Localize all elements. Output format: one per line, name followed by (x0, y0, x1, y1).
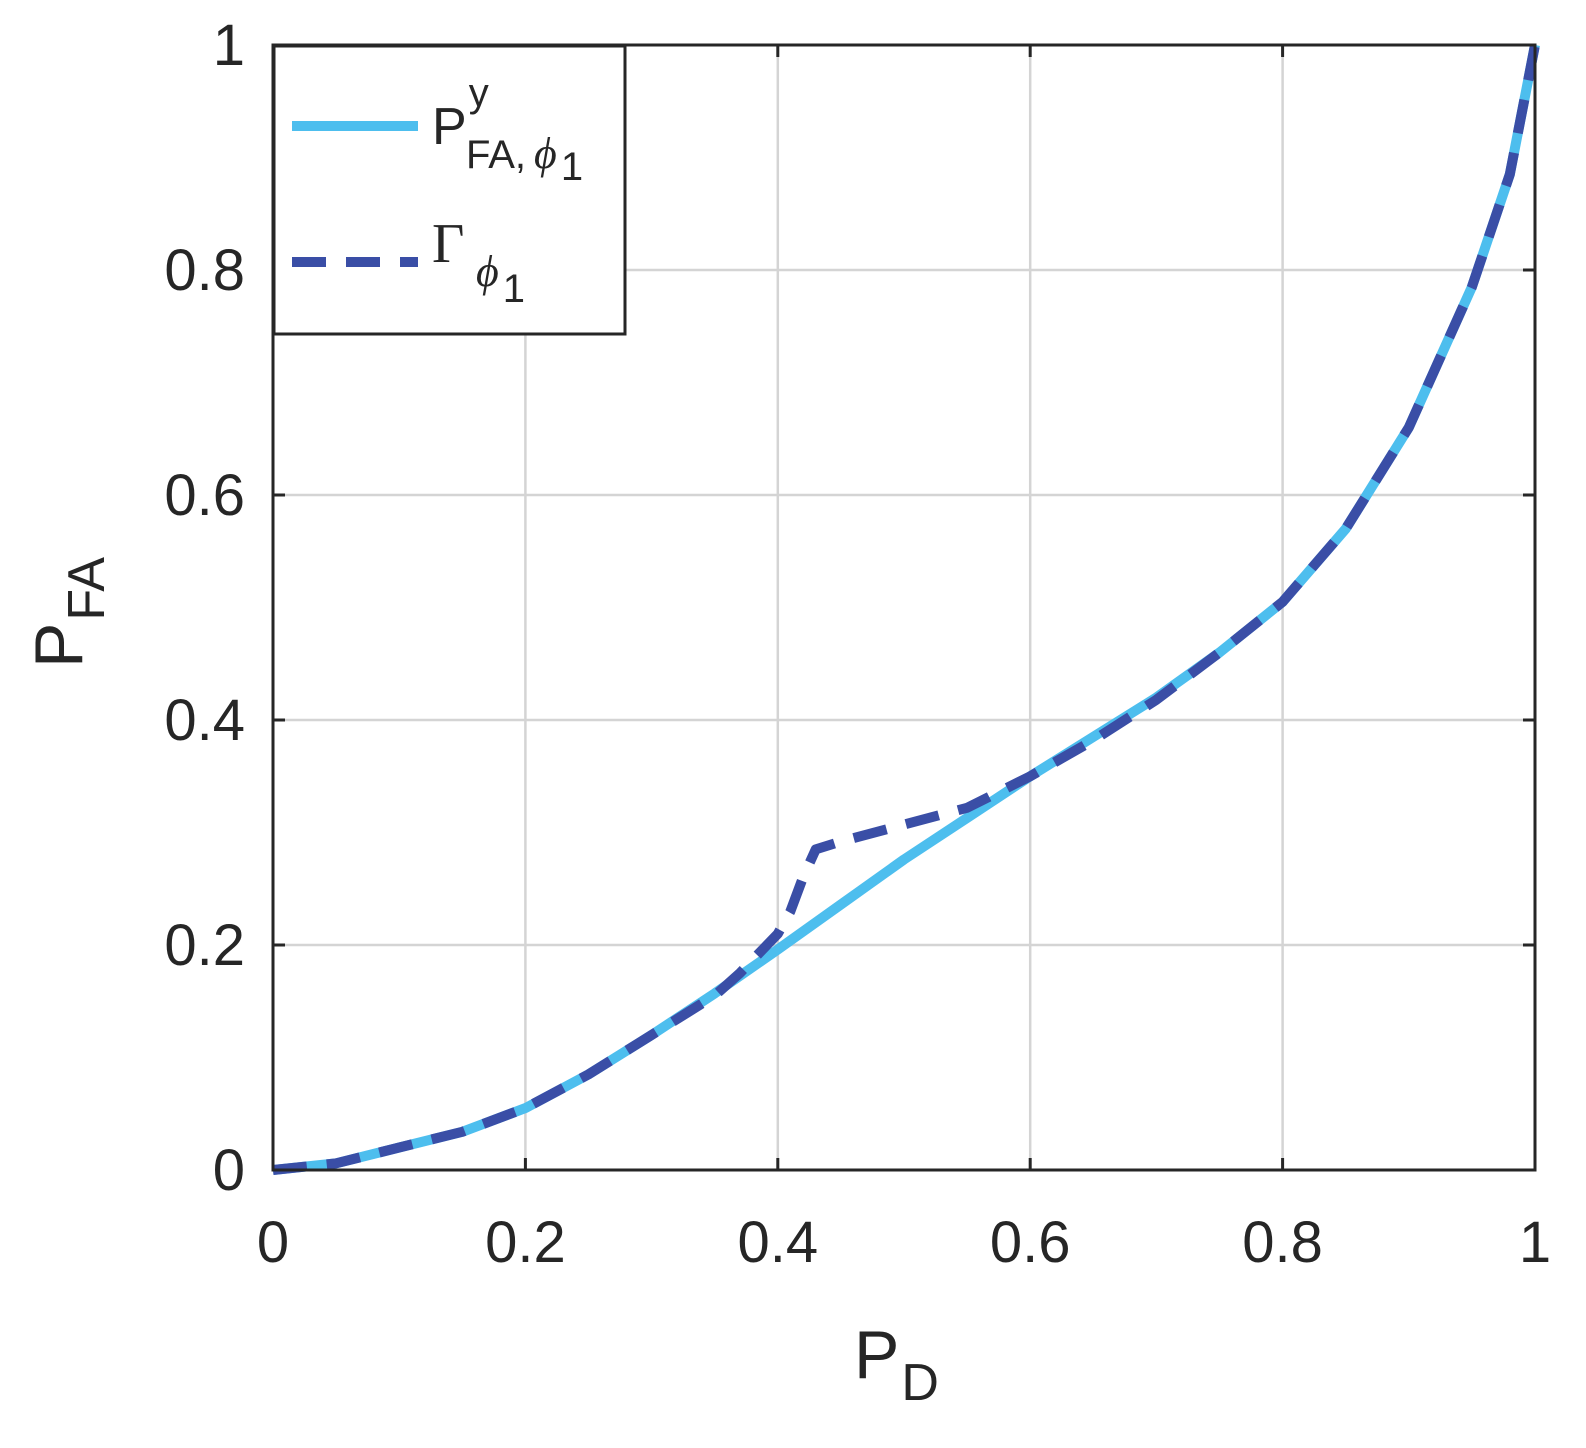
y-tick-label: 0.6 (164, 463, 245, 528)
y-axis-label-main: P (21, 623, 97, 668)
y-axis-label: PFA (21, 557, 116, 668)
legend-label-series-2-main: Γ (432, 213, 464, 275)
legend-box (272, 44, 627, 336)
legend-label-series-1-main: P (432, 98, 467, 156)
x-tick-label: 0 (257, 1210, 289, 1275)
x-tick-label: 0.6 (990, 1210, 1071, 1275)
legend-label-series-1: Py FA, ϕ 1 (432, 71, 583, 189)
x-tick-label: 0.2 (485, 1210, 566, 1275)
x-tick-labels: 0 0.2 0.4 0.6 0.8 1 (257, 1210, 1551, 1275)
series-layer (272, 44, 1540, 1175)
legend-label-series-2-phi-sub: 1 (503, 267, 525, 311)
y-tick-label: 0.4 (164, 688, 245, 753)
x-axis-label-main: P (854, 1317, 899, 1393)
x-tick-label: 1 (1519, 1210, 1551, 1275)
y-tick-label: 0.2 (164, 913, 245, 978)
x-axis-label: PD (854, 1317, 939, 1412)
x-tick-label: 0.4 (737, 1210, 818, 1275)
series-line-2 (272, 44, 1540, 1175)
y-axis-label-sub: FA (58, 557, 116, 621)
legend-label-series-1-sup: y (469, 71, 489, 115)
x-axis-label-sub: D (901, 1354, 939, 1412)
y-tick-label: 0 (213, 1138, 245, 1203)
legend-label-series-1-phi-sub: 1 (561, 145, 583, 189)
grid (271, 43, 1537, 1172)
y-tick-label: 0.8 (164, 238, 245, 303)
y-tick-labels: 0 0.2 0.4 0.6 0.8 1 (164, 13, 245, 1203)
plot-frame (271, 43, 1537, 1172)
legend-label-series-1-phi: ϕ (534, 129, 557, 178)
legend-label-series-1-sub: FA, (466, 133, 526, 177)
legend-label-series-2-phi: ϕ (476, 247, 499, 296)
y-tick-label: 1 (213, 13, 245, 78)
x-tick-label: 0.8 (1242, 1210, 1323, 1275)
